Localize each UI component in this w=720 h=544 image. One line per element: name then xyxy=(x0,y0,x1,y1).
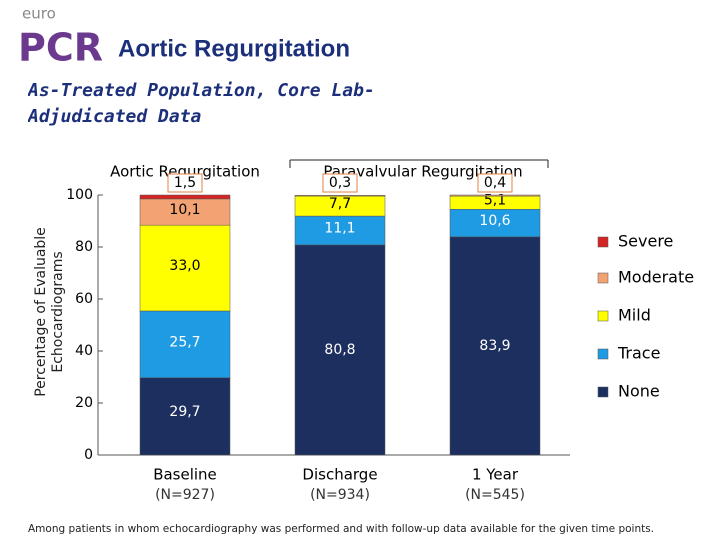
x-tick-label: 1 Year xyxy=(472,466,519,484)
bar-segment xyxy=(294,244,386,456)
x-tick-label: Baseline xyxy=(153,466,217,484)
value-label: 10,6 xyxy=(479,213,510,229)
bar-segment xyxy=(449,236,541,456)
legend-label: Mild xyxy=(618,306,651,325)
value-label: 7,7 xyxy=(329,196,351,212)
subtitle-box: As-Treated Population, Core Lab-Adjudica… xyxy=(28,80,375,127)
bar-segment xyxy=(449,194,541,197)
value-label: 1,5 xyxy=(174,175,196,191)
value-label: 25,7 xyxy=(169,334,200,350)
y-tick-label: 60 xyxy=(75,291,93,307)
legend-swatch xyxy=(597,272,609,284)
label-box xyxy=(167,173,203,193)
value-label: 10,1 xyxy=(169,202,200,218)
value-label: 11,1 xyxy=(324,220,355,236)
slide-title: Aortic Regurgitation xyxy=(118,35,350,62)
value-label: 0,3 xyxy=(329,175,351,191)
value-label: 29,7 xyxy=(169,404,200,420)
bar-segment xyxy=(139,310,231,379)
ylabel-box: Percentage of Evaluable Echocardiograms xyxy=(33,227,66,397)
value-label: 83,9 xyxy=(479,338,510,354)
subtitle: As-Treated Population, Core Lab-Adjudica… xyxy=(28,80,375,127)
bar-segment xyxy=(449,209,541,238)
x-tick-note: (N=934) xyxy=(310,487,370,503)
logo-small: euro xyxy=(22,5,56,23)
x-tick-label: Discharge xyxy=(302,466,377,484)
legend-label: Trace xyxy=(617,344,660,363)
value-label: 80,8 xyxy=(324,342,355,358)
y-tick-label: 100 xyxy=(66,187,93,203)
value-label: 33,0 xyxy=(169,258,200,274)
bar-segment xyxy=(139,198,231,226)
legend-swatch xyxy=(597,386,609,398)
legend-swatch xyxy=(597,236,609,248)
legend-label: Severe xyxy=(618,232,673,251)
y-tick-label: 20 xyxy=(75,395,93,411)
y-tick-label: 40 xyxy=(75,343,93,359)
value-label: 0,4 xyxy=(484,175,506,191)
x-tick-note: (N=545) xyxy=(465,487,525,503)
value-label: 5,1 xyxy=(484,193,506,209)
label-box xyxy=(477,173,513,193)
label-box xyxy=(322,173,358,193)
group-label: Aortic Regurgitation xyxy=(110,163,260,181)
group-label: Paravalvular Regurgitation xyxy=(323,163,522,181)
y-axis-label: Percentage of Evaluable Echocardiograms xyxy=(33,227,66,397)
bar-segment xyxy=(139,194,231,200)
x-tick-note: (N=927) xyxy=(155,487,215,503)
footnote: Among patients in whom echocardiography … xyxy=(28,523,654,535)
y-tick-label: 0 xyxy=(84,447,93,463)
y-tick-label: 80 xyxy=(75,239,93,255)
legend-label: None xyxy=(618,382,660,401)
bar-segment xyxy=(294,195,386,197)
bar-segment xyxy=(139,377,231,456)
legend-swatch xyxy=(597,310,609,322)
bar-segment xyxy=(139,224,231,312)
legend-label: Moderate xyxy=(618,268,694,287)
bar-segment xyxy=(294,215,386,246)
logo-large: PCR xyxy=(18,26,103,70)
legend-swatch xyxy=(597,348,609,360)
